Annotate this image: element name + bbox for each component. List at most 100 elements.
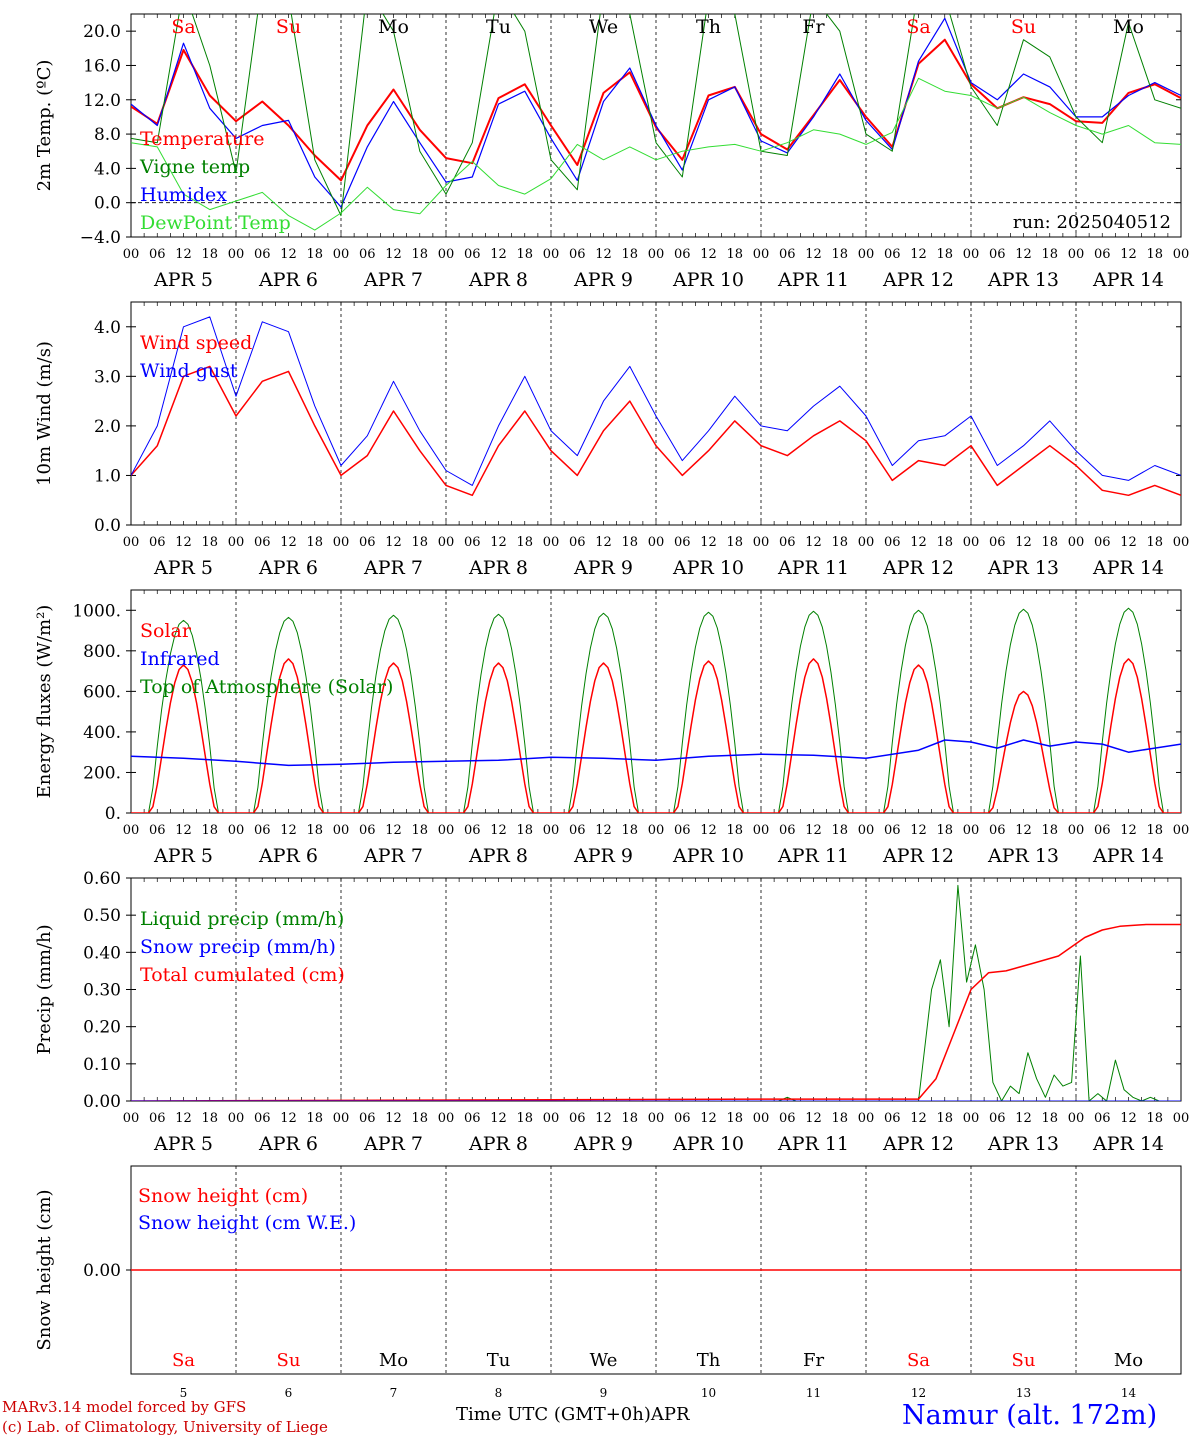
hour-tick-label: 00 — [228, 247, 245, 262]
y-tick-label: 0.00 — [83, 1261, 121, 1281]
date-label: APR 9 — [573, 557, 633, 579]
hour-tick-label: 00 — [753, 247, 770, 262]
hour-tick-label: 18 — [516, 247, 533, 262]
hour-tick-label: 12 — [385, 1111, 402, 1126]
y-tick-label: 0.50 — [83, 906, 121, 926]
hour-tick-label: 06 — [464, 535, 481, 550]
hour-tick-label: 06 — [1094, 247, 1111, 262]
legend-entry: Infrared — [140, 648, 220, 670]
series-layer — [131, 14, 1181, 231]
legend-entry: Wind gust — [140, 360, 238, 382]
hour-tick-label: 00 — [228, 823, 245, 838]
date-label: APR 10 — [672, 557, 744, 579]
hour-tick-label: 12 — [280, 823, 297, 838]
hour-tick-label: 06 — [149, 247, 166, 262]
series-dewpoint-temp — [131, 77, 1181, 231]
weekday-label: Mo — [378, 16, 409, 38]
solar-line — [131, 658, 1181, 813]
hour-tick-label: 12 — [490, 247, 507, 262]
y-tick-label: 400. — [83, 723, 121, 743]
hour-tick-label: 18 — [726, 823, 743, 838]
weekday-label: Sa — [172, 1350, 195, 1371]
weekday-label: Sa — [907, 1350, 930, 1371]
hour-tick-label: 18 — [411, 823, 428, 838]
hour-tick-label: 06 — [254, 1111, 271, 1126]
hour-tick-label: 12 — [805, 535, 822, 550]
date-label: APR 6 — [258, 269, 318, 291]
hour-tick-label: 00 — [543, 1111, 560, 1126]
date-label: APR 6 — [258, 557, 318, 579]
hour-tick-label: 00 — [228, 1111, 245, 1126]
hour-tick-label: 18 — [726, 535, 743, 550]
hour-tick-label: 06 — [989, 823, 1006, 838]
hour-tick-label: 12 — [1120, 1111, 1137, 1126]
hour-tick-label: 00 — [333, 247, 350, 262]
hour-tick-label: 00 — [963, 535, 980, 550]
hour-tick-label: 12 — [700, 823, 717, 838]
hour-tick-label: 12 — [910, 823, 927, 838]
day-number-label: 7 — [390, 1386, 398, 1400]
hour-tick-label: 18 — [1041, 535, 1058, 550]
y-tick-label: 16.0 — [83, 56, 121, 76]
y-tick-label: 2.0 — [94, 417, 121, 437]
legend-entry: Humidex — [140, 184, 227, 206]
hour-tick-label: 18 — [516, 535, 533, 550]
date-label: APR 8 — [468, 1133, 528, 1155]
y-tick-label: 3.0 — [94, 367, 121, 387]
hour-tick-label: 06 — [149, 535, 166, 550]
date-label: APR 11 — [777, 269, 849, 291]
weekday-label: Mo — [379, 1350, 408, 1371]
y-tick-label: −4.0 — [80, 228, 121, 248]
hour-tick-label: 00 — [858, 823, 875, 838]
weekday-label: Su — [277, 1350, 301, 1371]
series-total-cumulated-cm- — [131, 923, 1181, 1101]
hour-tick-label: 12 — [385, 247, 402, 262]
copyright-credit: (c) Lab. of Climatology, University of L… — [2, 1418, 328, 1436]
legend-entry: Snow precip (mm/h) — [140, 936, 336, 958]
legend-entry: Liquid precip (mm/h) — [140, 908, 344, 930]
date-label: APR 14 — [1092, 557, 1164, 579]
y-tick-label: 800. — [83, 642, 121, 662]
hour-tick-label: 18 — [621, 535, 638, 550]
day-number-label: 10 — [701, 1386, 716, 1400]
panel-4: 0.00 0.10 0.20 0.30 0.40 0.50 0.60 Precip (mm/h… — [34, 869, 1189, 1155]
toa-solar-line — [131, 607, 1181, 813]
day-number-label: 5 — [180, 1386, 188, 1400]
hour-tick-label: 12 — [280, 247, 297, 262]
hour-tick-label: 00 — [753, 1111, 770, 1126]
date-label: APR 5 — [153, 1133, 213, 1155]
series-layer — [131, 316, 1181, 497]
hour-tick-label: 06 — [674, 823, 691, 838]
hour-tick-label: 12 — [595, 247, 612, 262]
hour-tick-label: 18 — [831, 823, 848, 838]
hour-tick-label: 06 — [149, 823, 166, 838]
hour-tick-label: 00 — [543, 535, 560, 550]
hour-tick-label: 18 — [306, 823, 323, 838]
hour-tick-label: 00 — [123, 535, 140, 550]
hour-tick-label: 00 — [963, 1111, 980, 1126]
date-label: APR 13 — [987, 269, 1059, 291]
y-axis-label: 10m Wind (m/s) — [34, 341, 55, 486]
hour-tick-label: 00 — [123, 823, 140, 838]
hour-tick-label: 06 — [359, 247, 376, 262]
hour-tick-label: 12 — [805, 823, 822, 838]
hour-tick-label: 18 — [201, 823, 218, 838]
hour-tick-label: 00 — [1068, 247, 1085, 262]
weekday-label: Sa — [906, 16, 930, 38]
y-tick-label: 20.0 — [83, 22, 121, 42]
hour-tick-label: 06 — [1094, 535, 1111, 550]
series-wind-gust — [131, 316, 1181, 486]
hour-tick-label: 18 — [411, 1111, 428, 1126]
hour-tick-label: 06 — [149, 1111, 166, 1126]
weekday-label: Tu — [486, 16, 511, 38]
date-label: APR 12 — [882, 1133, 954, 1155]
date-label: APR 10 — [672, 269, 744, 291]
hour-tick-label: 00 — [648, 1111, 665, 1126]
date-label: APR 14 — [1092, 269, 1164, 291]
series-wind-speed — [131, 365, 1181, 497]
weekday-label: Fr — [803, 1350, 824, 1371]
panel-5: 0.00 Snow height (cm) Snow height (cm) Snow… — [34, 1165, 1182, 1400]
hour-tick-label: 06 — [569, 535, 586, 550]
weekday-label: We — [589, 16, 618, 38]
date-label: APR 9 — [573, 269, 633, 291]
